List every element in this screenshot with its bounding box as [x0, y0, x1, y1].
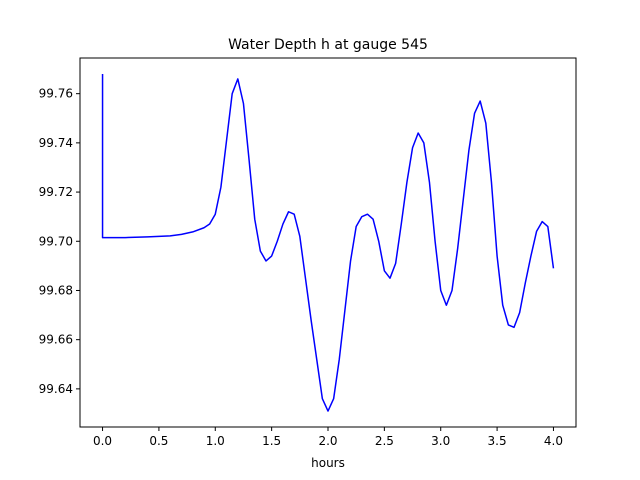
- x-tick-label: 2.0: [318, 434, 337, 448]
- series-line-0: [101, 73, 555, 412]
- x-tick-label: 1.0: [206, 434, 225, 448]
- x-tick-label: 0.0: [93, 434, 112, 448]
- x-axis: 0.0 0.5 1.0 1.5 2.0 2.5 3.0 3.5 4.0: [93, 427, 563, 448]
- y-tick-label: 99.74: [39, 136, 73, 150]
- y-tick-label: 99.70: [39, 234, 73, 248]
- y-tick-label: 99.66: [39, 333, 73, 347]
- x-tick-label: 3.5: [488, 434, 507, 448]
- y-axis: 99.64 99.66 99.68 99.70 99.72 99.74 99.76: [39, 87, 80, 396]
- x-tick-label: 0.5: [149, 434, 168, 448]
- y-tick-label: 99.64: [39, 382, 73, 396]
- y-tick-label: 99.72: [39, 185, 73, 199]
- chart-title: Water Depth h at gauge 545: [228, 37, 428, 53]
- plot-data-layer: [101, 73, 555, 412]
- y-tick-label: 99.68: [39, 283, 73, 297]
- x-tick-label: 2.5: [375, 434, 394, 448]
- x-tick-label: 1.5: [262, 434, 281, 448]
- x-tick-label: 4.0: [544, 434, 563, 448]
- y-tick-label: 99.76: [39, 87, 73, 101]
- x-tick-label: 3.0: [431, 434, 450, 448]
- x-axis-label: hours: [311, 456, 345, 470]
